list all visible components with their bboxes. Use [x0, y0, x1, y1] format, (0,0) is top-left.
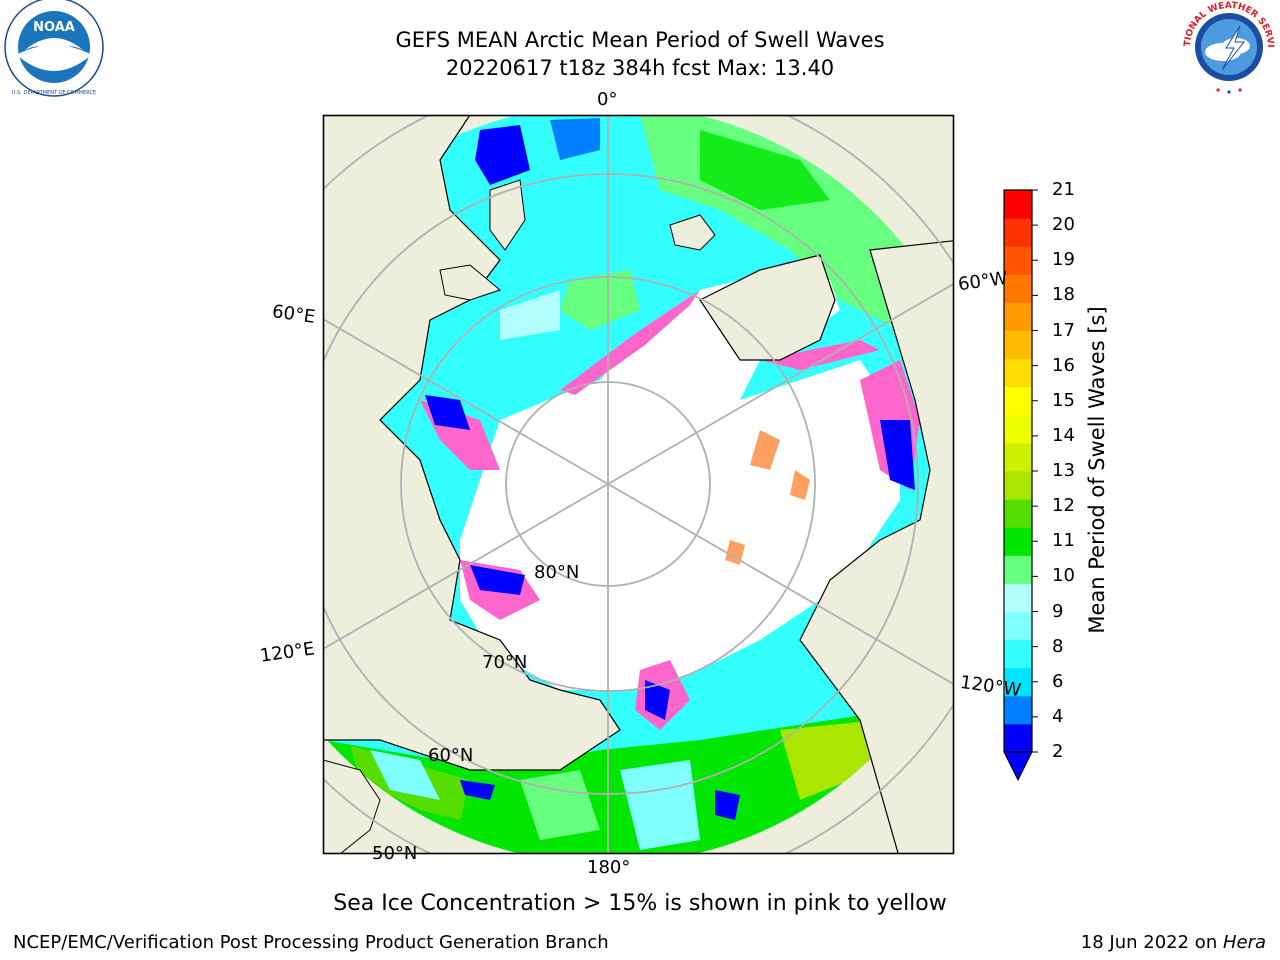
colorbar-tick-label: 10 — [1052, 565, 1075, 587]
colorbar-swatch — [1004, 358, 1032, 388]
nws-logo-icon: NATIONAL WEATHER SERVICE — [1178, 0, 1278, 96]
colorbar-extend-min — [1003, 751, 1033, 782]
colorbar-swatch — [1004, 527, 1032, 556]
lat-label-80n: 80°N — [534, 562, 580, 583]
colorbar-swatch — [1004, 414, 1032, 444]
colorbar-tick-label: 15 — [1052, 389, 1075, 411]
colorbar-swatch — [1004, 302, 1032, 331]
colorbar-tick-label: 4 — [1052, 705, 1064, 727]
colorbar-swatch — [1004, 218, 1032, 247]
colorbar-tick-label: 8 — [1052, 635, 1064, 657]
colorbar-swatch — [1004, 611, 1032, 641]
colorbar-tick-label: 13 — [1052, 460, 1075, 481]
chart-subtitle: 20220617 t18z 384h fcst Max: 13.40 — [445, 56, 835, 80]
colorbar-tick-label: 11 — [1052, 530, 1075, 552]
chart-title: GEFS MEAN Arctic Mean Period of Swell Wa… — [395, 28, 885, 52]
footer-date: 18 Jun 2022 on Hera — [1080, 932, 1266, 953]
colorbar-swatch — [1004, 330, 1032, 360]
colorbar-tick-label: 16 — [1052, 354, 1075, 376]
colorbar-swatch — [1004, 386, 1032, 416]
colorbar-swatch — [1004, 499, 1032, 528]
svg-text:U.S. DEPARTMENT OF COMMERCE: U.S. DEPARTMENT OF COMMERCE — [12, 90, 96, 96]
colorbar-tick-label: 20 — [1052, 214, 1075, 236]
colorbar-tick-label: 21 — [1052, 179, 1075, 200]
colorbar-swatch — [1004, 471, 1032, 500]
svg-text:NOAA: NOAA — [33, 20, 75, 35]
sea-ice-caption: Sea Ice Concentration > 15% is shown in … — [333, 891, 947, 916]
footer-credit: NCEP/EMC/Verification Post Processing Pr… — [13, 932, 609, 953]
colorbar-swatch — [1004, 442, 1032, 472]
colorbar-tick-label: 12 — [1052, 495, 1075, 517]
colorbar-tick-label: 14 — [1052, 424, 1075, 446]
colorbar-tick-label: 2 — [1052, 741, 1064, 762]
colorbar-label: Mean Period of Swell Waves [s] — [1085, 306, 1109, 634]
colorbar-tick-label: 9 — [1052, 600, 1064, 622]
colorbar-swatch — [1004, 639, 1032, 669]
lon-label-180: 180° — [587, 857, 631, 878]
colorbar-tick-label: 6 — [1052, 670, 1064, 692]
colorbar — [1003, 189, 1038, 782]
colorbar-swatch — [1004, 246, 1032, 275]
graticule — [323, 115, 954, 854]
lat-label-60n: 60°N — [428, 745, 474, 766]
noaa-logo-icon: NOAA U.S. DEPARTMENT OF COMMERCE — [4, 0, 104, 97]
colorbar-swatch — [1004, 667, 1032, 697]
colorbar-tick-label: 19 — [1052, 249, 1075, 271]
lon-label-0: 0° — [597, 89, 618, 110]
lat-label-50n: 50°N — [372, 843, 418, 864]
colorbar-tick-label: 17 — [1052, 319, 1075, 341]
colorbar-swatch — [1004, 555, 1032, 584]
colorbar-swatch — [1004, 695, 1032, 725]
colorbar-swatch — [1004, 190, 1032, 219]
colorbar-swatch — [1004, 583, 1032, 612]
colorbar-tick-label: 18 — [1052, 284, 1075, 306]
colorbar-swatch — [1004, 274, 1032, 303]
map-frame — [322, 114, 955, 855]
colorbar-swatch — [1004, 723, 1032, 753]
lat-label-70n: 70°N — [482, 652, 528, 673]
